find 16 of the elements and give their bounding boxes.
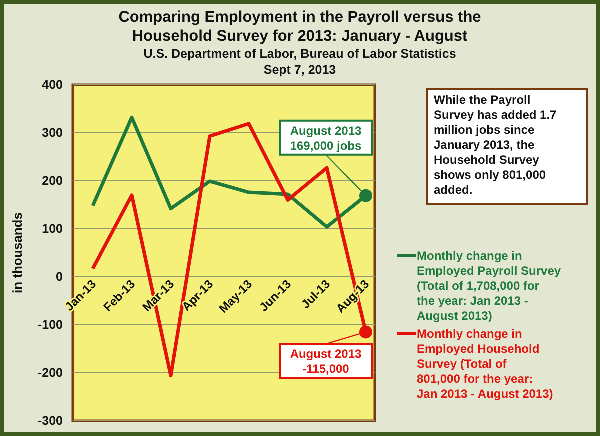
chart-title: Comparing Employment in the Payroll versus the Household Survey for 2013: January - August <box>118 9 482 45</box>
chart-subtitle: U.S. Department of Labor, Bureau of Labor Statistics Sept 7, 2013 <box>144 47 456 77</box>
y-tick-label: -200 <box>38 366 64 380</box>
y-tick-label: 300 <box>42 126 64 140</box>
y-axis-title: in thousands <box>10 212 25 294</box>
y-tick-label: 200 <box>42 174 64 188</box>
legend-label: Monthly change in Employed Household Survey (Total of 801,000 for the year: Jan 2013 - August 2013) <box>417 327 554 401</box>
y-tick-label: -100 <box>38 318 64 332</box>
annotation: August 2013 169,000 jobs <box>290 124 362 153</box>
text: While the Payroll Survey has added 1.7 million jobs since January 2013, the Household Survey shows only 801,000 added. <box>434 93 558 197</box>
annotation: August 2013 -115,000 <box>290 347 362 376</box>
y-tick-label: -300 <box>38 414 64 428</box>
y-tick-label: 0 <box>56 270 64 284</box>
y-tick-label: 400 <box>42 78 64 92</box>
legend-label: Monthly change in Employed Payroll Survey (Total of 1,708,000 for the year: Jan 2013 - August 2013) <box>417 249 562 323</box>
y-tick-label: 100 <box>42 222 64 236</box>
